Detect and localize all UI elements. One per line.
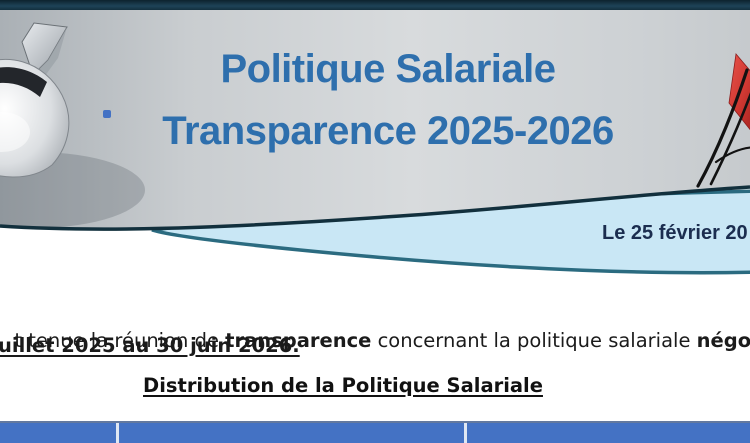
body-text-segment: t tenue la réunion de bbox=[14, 329, 226, 352]
page-title-line1: Politique Salariale bbox=[220, 47, 556, 91]
blue-accent-dot bbox=[103, 110, 111, 118]
body-text-bold-transparence: transparence bbox=[225, 329, 372, 352]
salary-table-header-row bbox=[0, 421, 750, 443]
header-banner bbox=[0, 0, 750, 231]
union-logo-icon bbox=[696, 53, 750, 188]
body-text-segment: concernant la politique salariale bbox=[371, 329, 697, 352]
banner-artwork bbox=[0, 0, 750, 275]
table-column-separator bbox=[464, 423, 467, 443]
body-text-bold-negocie: négocié bbox=[696, 329, 750, 352]
top-border-bar bbox=[0, 0, 750, 10]
page-title: Politique Salariale Transparence 2025-20… bbox=[26, 38, 750, 162]
airplane-icon bbox=[0, 22, 70, 178]
page-title-line2: Transparence 2025-2026 bbox=[162, 109, 614, 153]
body-paragraph-line1: t tenue la réunion de transparence conce… bbox=[2, 306, 750, 352]
table-column-separator bbox=[116, 423, 119, 443]
date-text: Le 25 février 20 bbox=[602, 222, 748, 244]
body-paragraph-line2: uillet 2025 au 30 juin 2026. bbox=[0, 334, 300, 357]
section-heading: Distribution de la Politique Salariale bbox=[143, 374, 543, 397]
